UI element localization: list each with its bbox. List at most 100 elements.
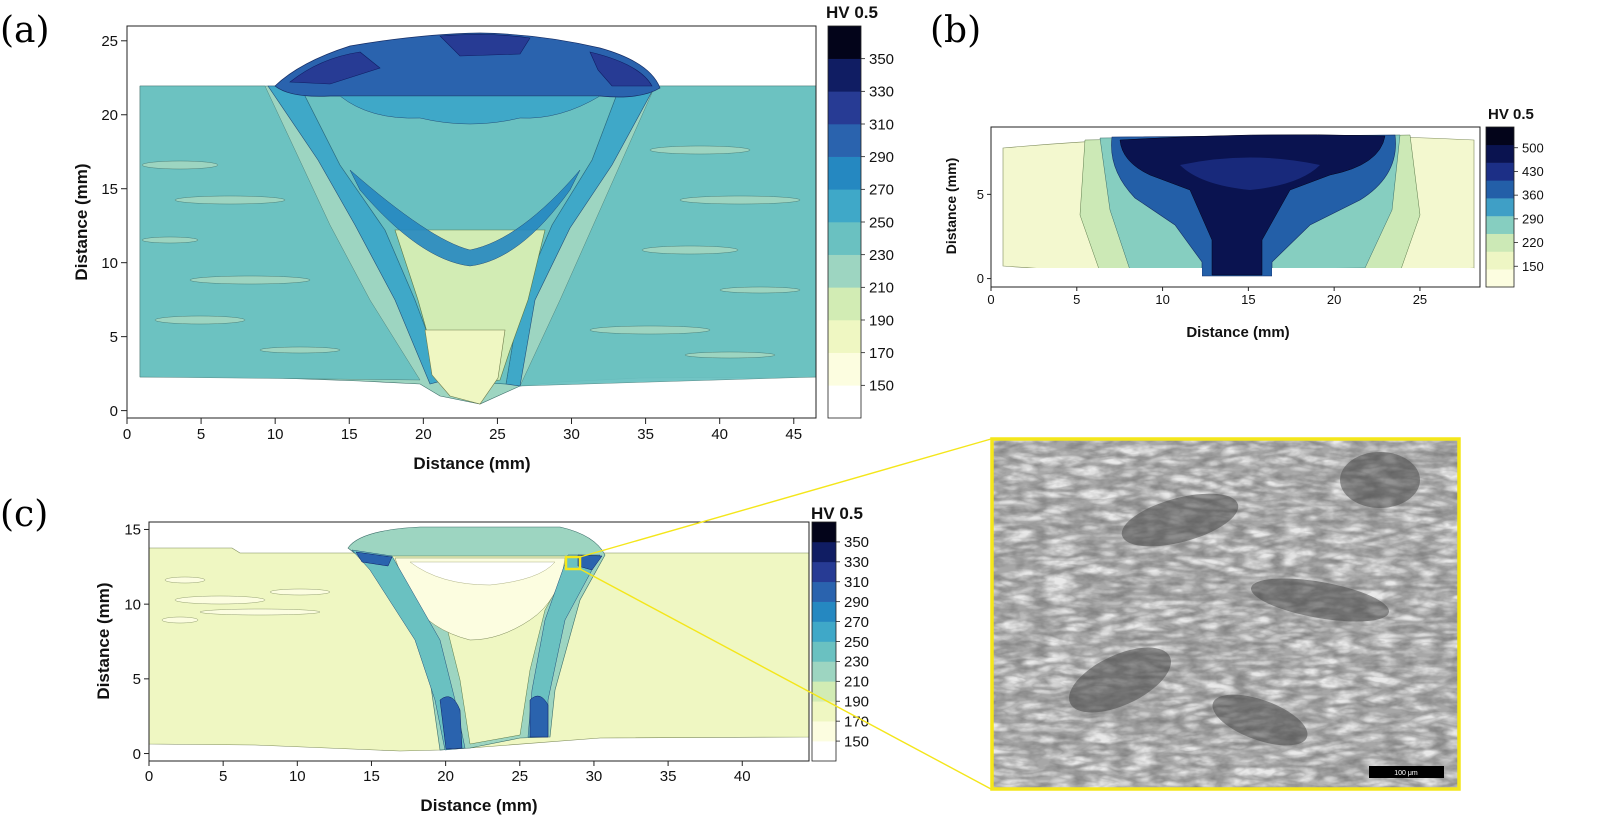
- colorbar-label: 150: [869, 378, 894, 395]
- colorbar-swatch: [828, 189, 861, 223]
- colorbar-a: 150 170 190 210 230 250 270 290 310 330 350: [827, 25, 894, 419]
- inset-frame: [990, 437, 1461, 791]
- colorbar-swatch: [1486, 198, 1514, 217]
- colorbar-label: 220: [1522, 235, 1544, 250]
- colorbar-label: 290: [869, 149, 894, 166]
- x-tick-label: 40: [711, 426, 728, 443]
- x-axis-title-b: Distance (mm): [1186, 324, 1289, 341]
- base-streaks-c: [161, 576, 331, 624]
- x-axis-title-a: Distance (mm): [413, 454, 530, 473]
- scale-bar: [1369, 766, 1444, 778]
- colorbar-swatch: [828, 287, 861, 321]
- weld-cap-haz-a: [339, 95, 601, 125]
- colorbar-frame: [1485, 126, 1515, 288]
- colorbar-swatch: [812, 721, 836, 742]
- colorbar-swatch: [828, 124, 861, 157]
- colorbar-title-b: HV 0.5: [1488, 106, 1534, 123]
- fusion-band-a: [349, 169, 581, 267]
- x-tick-label: 20: [437, 768, 454, 785]
- x-tick-label: 25: [489, 426, 506, 443]
- colorbar-label: 350: [869, 51, 894, 68]
- colorbar-label: 230: [869, 247, 894, 264]
- x-tick-label: 0: [987, 292, 994, 307]
- colorbar-label: 190: [869, 312, 894, 329]
- weld-notch-left-b: [1004, 268, 1202, 280]
- colorbar-swatch: [812, 541, 836, 563]
- x-tick-label: 35: [637, 426, 654, 443]
- x-tick-label: 0: [145, 768, 153, 785]
- colorbar-label: 150: [1522, 259, 1544, 274]
- micrograph-inset: 100 μm: [990, 437, 1461, 791]
- x-tick-label: 10: [289, 768, 306, 785]
- panel-c: (c) 0 5 10 15 20 25 30 35 40 0 5 10 15 Distance (mm): [0, 437, 1461, 815]
- plot-frame-b: [990, 126, 1481, 288]
- colorbar-label: 500: [1522, 140, 1544, 155]
- colorbar-b: 150 220 290 360 430 500: [1485, 126, 1544, 288]
- colorbar-swatch: [812, 601, 836, 622]
- hot-spot-left-top-c: [355, 551, 393, 567]
- colorbar-swatch: [812, 661, 836, 682]
- colorbar-label: 310: [844, 574, 869, 591]
- y-tick-label: 5: [977, 187, 984, 202]
- y-tick-label: 15: [101, 181, 118, 198]
- colorbar-title-c: HV 0.5: [811, 504, 863, 523]
- x-tick-label: 15: [341, 426, 358, 443]
- colorbar-swatch: [828, 385, 861, 419]
- colorbar-swatch: [812, 701, 836, 722]
- x-tick-label: 10: [267, 426, 284, 443]
- y-tick-label: 5: [110, 329, 118, 346]
- heatmap-b: [1002, 134, 1475, 280]
- colorbar-swatch: [1486, 251, 1514, 270]
- colorbar-label: 170: [844, 713, 869, 730]
- inspection-box: [564, 555, 582, 571]
- x-axis-title-c: Distance (mm): [420, 796, 537, 815]
- colorbar-label: 270: [844, 614, 869, 631]
- colorbar-swatch: [828, 352, 861, 386]
- colorbar-swatch: [828, 58, 861, 92]
- colorbar-swatch: [1486, 269, 1514, 288]
- y-tick-label: 5: [133, 671, 141, 688]
- connector-top: [579, 438, 992, 558]
- base-texture-a: [139, 85, 816, 387]
- colorbar-swatch: [828, 222, 861, 255]
- y-tick-label: 0: [977, 271, 984, 286]
- weld-cap-core-a: [289, 34, 653, 87]
- colorbar-label: 310: [869, 116, 894, 133]
- colorbar-c: 150 170 190 210 230 250 270 290 310 330 350: [811, 521, 869, 762]
- y-tick-label: 25: [101, 33, 118, 50]
- colorbar-label: 330: [869, 84, 894, 101]
- x-tick-label: 35: [660, 768, 677, 785]
- panel-a: (a): [0, 3, 894, 473]
- colorbar-swatch: [1486, 215, 1514, 234]
- colorbar-label: 350: [844, 534, 869, 551]
- colorbar-label: 430: [1522, 164, 1544, 179]
- y-tick-label: 20: [101, 107, 118, 124]
- panel-label-c: (c): [0, 494, 48, 535]
- colorbar-label: 290: [1522, 211, 1544, 226]
- x-tick-label: 0: [123, 426, 131, 443]
- colorbar-swatch: [812, 741, 836, 762]
- panel-label-b: (b): [930, 10, 981, 51]
- panel-b: (b) 0 5 10 15 20 25 0 5 Distance (mm) Distance …: [930, 10, 1544, 341]
- weld-notch-right-b: [1272, 268, 1474, 280]
- x-tick-label: 25: [511, 768, 528, 785]
- colorbar-swatch: [812, 581, 836, 602]
- colorbar-swatch: [828, 26, 861, 59]
- colorbar-swatch: [812, 641, 836, 662]
- y-axis-title-a: Distance (mm): [72, 163, 91, 280]
- plot-frame-a: [126, 25, 817, 419]
- colorbar-swatch: [1486, 162, 1514, 181]
- colorbar-label: 210: [869, 280, 894, 297]
- scale-bar-label: 100 μm: [1394, 770, 1418, 777]
- x-tick-label: 25: [1413, 292, 1427, 307]
- axes-a: 0 5 10 15 20 25 30 35 40 45 0 5 10 15 20 25: [101, 33, 802, 443]
- colorbar-swatch: [828, 156, 861, 190]
- colorbar-swatch: [828, 91, 861, 125]
- x-tick-label: 5: [1073, 292, 1080, 307]
- hot-spot-right-top-c: [577, 554, 603, 571]
- weld-top-c: [409, 561, 556, 586]
- colorbar-label: 250: [844, 634, 869, 651]
- x-tick-label: 30: [563, 426, 580, 443]
- colorbar-swatch: [812, 681, 836, 702]
- colorbar-label: 170: [869, 345, 894, 362]
